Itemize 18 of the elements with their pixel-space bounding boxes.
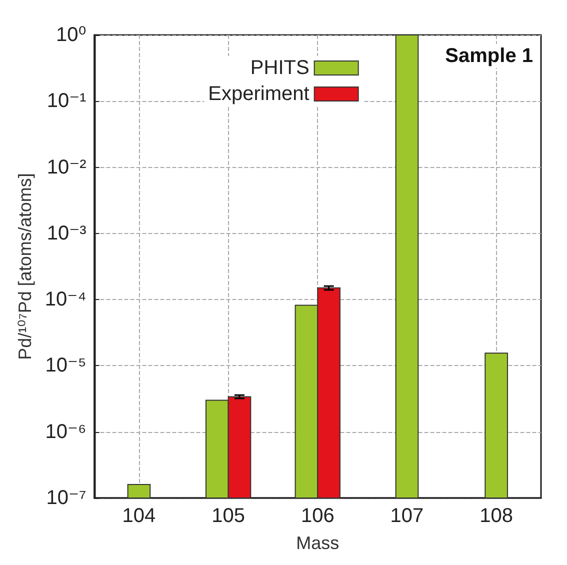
y-tick-label: 10⁻⁵ [45, 354, 86, 377]
y-tick-label: 10⁻⁷ [46, 487, 86, 509]
x-tick-label: 106 [300, 505, 334, 527]
y-tick-label: 10⁰ [56, 24, 86, 46]
x-tick-label: 105 [212, 505, 245, 527]
y-tick-label: 10⁻⁶ [45, 420, 86, 443]
y-tick-label: 10⁻¹ [46, 90, 87, 112]
x-axis-title: Mass [296, 533, 340, 553]
y-tick-label: 10⁻⁴ [44, 288, 86, 311]
y-axis-title: Pd/¹⁰⁷Pd [atoms/atoms] [15, 173, 35, 360]
x-tick-label: 107 [390, 505, 424, 527]
y-tick-label: 10⁻³ [46, 222, 87, 244]
x-tick-label: 108 [480, 505, 514, 527]
annotation: Sample 1 [445, 45, 534, 67]
legend-label: Experiment [208, 83, 310, 105]
y-tick-label: 10⁻² [46, 156, 87, 178]
legend-label: PHITS [250, 57, 310, 79]
x-tick-label: 104 [122, 505, 156, 527]
